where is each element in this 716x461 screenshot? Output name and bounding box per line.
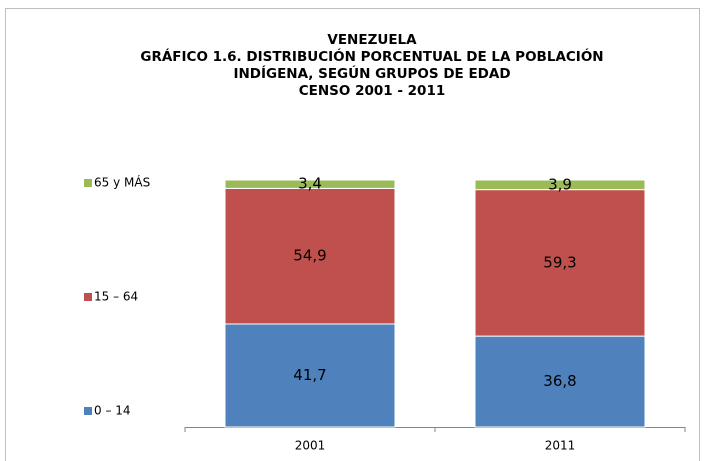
legend-label: 15 – 64 xyxy=(94,290,138,304)
data-label: 3,9 xyxy=(548,175,572,193)
legend-swatch xyxy=(84,179,92,187)
data-label: 41,7 xyxy=(293,366,326,384)
x-tick-label: 2011 xyxy=(545,439,576,453)
data-label: 36,8 xyxy=(543,372,576,390)
legend-swatch xyxy=(84,293,92,301)
chart-title: GRÁFICO 1.6. DISTRIBUCIÓN PORCENTUAL DE … xyxy=(140,47,603,65)
chart-title: VENEZUELA xyxy=(327,32,417,48)
bar-segment xyxy=(474,179,646,191)
bar-segment xyxy=(224,323,396,428)
bar-segment xyxy=(474,335,646,428)
legend-swatch xyxy=(84,407,92,415)
legend-label: 0 – 14 xyxy=(94,404,131,418)
data-label: 54,9 xyxy=(293,247,326,265)
bar-segment xyxy=(224,187,396,325)
chart-title: INDÍGENA, SEGÚN GRUPOS DE EDAD xyxy=(233,64,510,82)
chart-title: CENSO 2001 - 2011 xyxy=(299,83,445,99)
x-tick-label: 2001 xyxy=(295,439,326,453)
legend-label: 65 y MÁS xyxy=(94,175,150,190)
data-label: 3,4 xyxy=(298,175,322,193)
bar-segment xyxy=(224,179,396,189)
bar-segment xyxy=(474,189,646,337)
data-label: 59,3 xyxy=(543,253,576,271)
